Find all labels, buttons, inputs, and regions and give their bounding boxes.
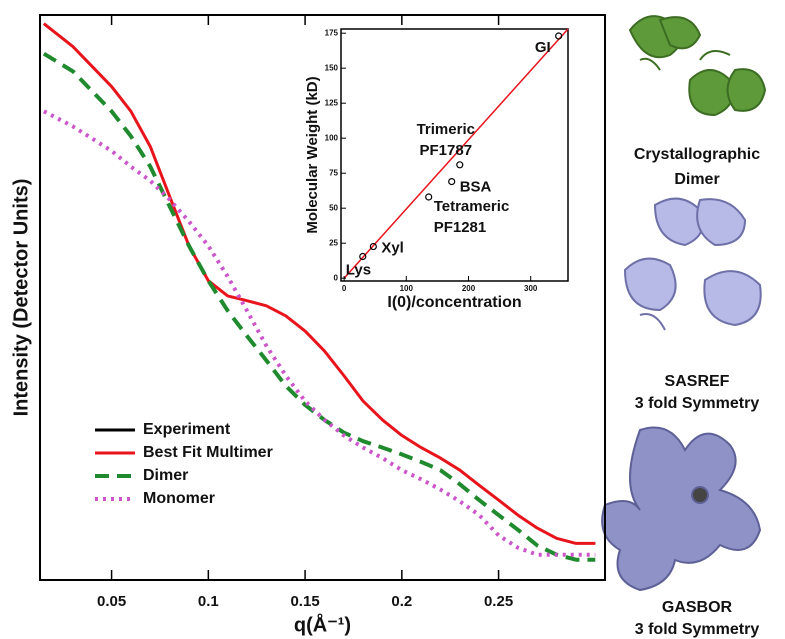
point-label: Trimeric	[417, 121, 475, 138]
panel-caption: Crystallographic	[634, 146, 760, 163]
sasref-image	[625, 199, 761, 330]
panel-caption: Dimer	[674, 171, 719, 188]
point-label: PF1281	[434, 219, 487, 236]
y-tick-label: 150	[325, 63, 339, 72]
point-label: PF1787	[420, 142, 473, 159]
x-tick-label: 0	[342, 284, 347, 293]
x-tick-label: 0.2	[391, 593, 412, 610]
y-axis-label: Intensity (Detector Units)	[10, 179, 32, 417]
panel-caption: 3 fold Symmetry	[635, 621, 760, 638]
point-label: Xyl	[381, 240, 404, 257]
crystal-dimer-image	[630, 16, 765, 115]
point-label: BSA	[460, 179, 492, 196]
y-tick-label: 175	[325, 28, 339, 37]
gasbor-image	[602, 428, 760, 591]
x-tick-label: 0.25	[484, 593, 513, 610]
x-tick-label: 200	[462, 284, 476, 293]
x-tick-label: 0.05	[97, 593, 126, 610]
x-tick-label: 0.15	[290, 593, 319, 610]
x-tick-label: 100	[400, 284, 414, 293]
y-tick-label: 75	[329, 168, 338, 177]
point-label: Lys	[346, 261, 371, 278]
panel-caption: 3 fold Symmetry	[635, 395, 760, 412]
figure: 0.05 0.1 0.15 0.2 0.25 q(Å⁻¹) Intensity (Detec…	[0, 0, 785, 639]
x-tick-label: 0.1	[198, 593, 219, 610]
x-axis-label: q(Å⁻¹)	[294, 612, 351, 636]
y-tick-label: 125	[325, 98, 339, 107]
point-label: GI	[535, 39, 551, 56]
panel-caption: SASREF	[665, 373, 730, 390]
y-tick-label: 0	[334, 273, 339, 282]
y-axis-label: Molecular Weight (kD)	[304, 76, 321, 233]
legend-label: Experiment	[143, 421, 231, 438]
y-tick-label: 50	[329, 203, 338, 212]
legend-label: Dimer	[143, 467, 188, 484]
y-tick-label: 100	[325, 133, 339, 142]
point-label: Tetrameric	[434, 198, 510, 215]
x-axis-label: I(0)/concentration	[387, 294, 521, 311]
legend-label: Monomer	[143, 490, 215, 507]
panel-caption: GASBOR	[662, 599, 733, 616]
x-tick-label: 300	[524, 284, 538, 293]
legend-label: Best Fit Multimer	[143, 444, 273, 461]
y-tick-label: 25	[329, 238, 338, 247]
